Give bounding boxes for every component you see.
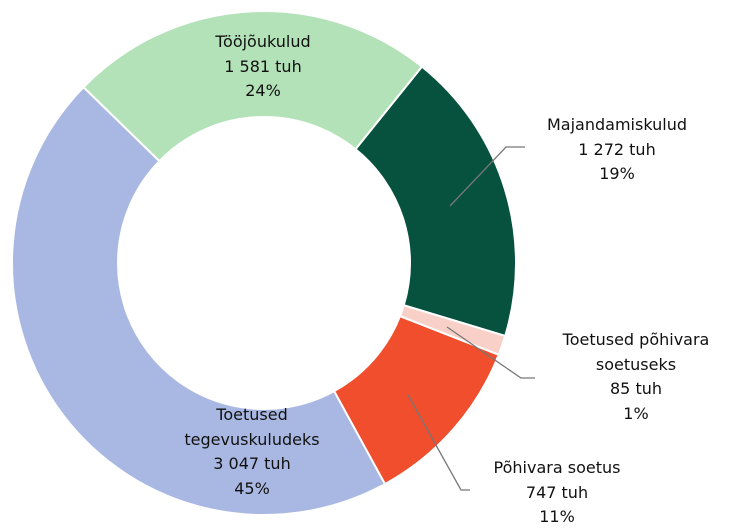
slice-label: Majandamiskulud 1 272 tuh 19% [517, 113, 717, 187]
donut-slice [354, 65, 517, 338]
donut-slice [11, 85, 387, 516]
category-label: Põhivara soetus [493, 458, 621, 477]
slice-label: Põhivara soetus 747 tuh 11% [457, 456, 657, 530]
percent-label: 24% [245, 81, 281, 100]
slice-label: Toetused põhivara soetuseks 85 tuh 1% [536, 328, 735, 426]
percent-label: 11% [539, 507, 575, 526]
value-label: 3 047 tuh [213, 454, 291, 473]
leader-line [449, 146, 525, 207]
value-label: 85 tuh [610, 379, 662, 398]
percent-label: 19% [599, 164, 635, 183]
percent-label: 1% [623, 403, 649, 423]
slice-label: Tööjõukulud 1 581 tuh 24% [163, 30, 363, 104]
category-label: Toetused tegevuskuludeks [184, 405, 320, 449]
category-label: Toetused põhivara soetuseks [562, 330, 710, 374]
category-label: Tööjõukulud [215, 32, 311, 51]
value-label: 1 581 tuh [224, 56, 302, 76]
leader-line [446, 326, 535, 379]
donut-slice [82, 10, 424, 163]
value-label: 747 tuh [525, 482, 589, 502]
value-label: 1 272 tuh [578, 139, 656, 159]
percent-label: 45% [234, 478, 270, 498]
leader-line [407, 394, 470, 491]
slice-label: Toetused tegevuskuludeks 3 047 tuh 45% [177, 403, 327, 501]
category-label: Majandamiskulud [547, 115, 687, 134]
